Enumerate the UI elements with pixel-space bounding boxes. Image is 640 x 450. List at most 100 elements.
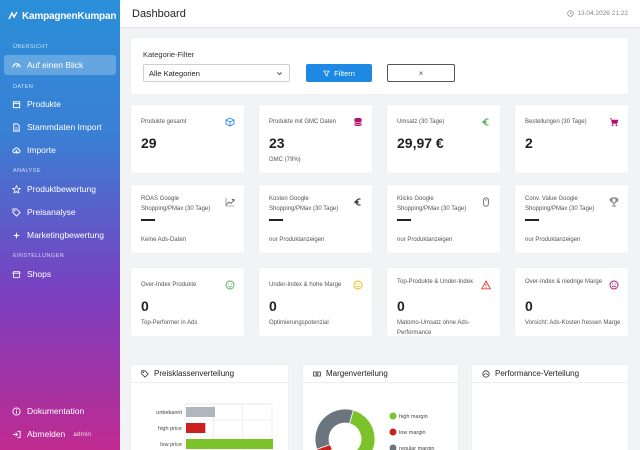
sidebar-item-produktbewertung[interactable]: Produktbewertung bbox=[4, 179, 116, 199]
kpi-icon-wrap bbox=[353, 280, 363, 290]
kpi-icon-wrap bbox=[481, 197, 491, 207]
tick-label: high price bbox=[158, 426, 182, 432]
clock-icon bbox=[567, 10, 575, 17]
kpi-empty-dash bbox=[269, 219, 283, 221]
kpi-subtext: Matomo-Umsatz ohne Ads-Performance bbox=[397, 320, 470, 337]
bar-low-price bbox=[186, 439, 273, 449]
kpi-value: 29 bbox=[141, 135, 157, 151]
brand[interactable]: KampagnenKumpan bbox=[0, 0, 120, 32]
sidebar-item-auf-einen-blick[interactable]: Auf einen Blick bbox=[4, 55, 116, 75]
kpi-value: 0 bbox=[525, 298, 533, 314]
sidebar-item-stammdaten-import[interactable]: Stammdaten Import bbox=[4, 117, 116, 137]
slice-high-margin bbox=[330, 409, 376, 450]
panel-title: Performance-Verteilung bbox=[495, 369, 580, 378]
sidebar: KampagnenKumpan ÜBERSICHT Auf einen Blic… bbox=[0, 0, 120, 450]
margin-chart: high margin low margin regular margin bbox=[314, 408, 434, 450]
kpi-label: Over-Index & niedrige Marge bbox=[525, 279, 603, 285]
euro-icon bbox=[482, 118, 489, 126]
top-header: Dashboard 13.04.2026 21:22 bbox=[120, 0, 640, 28]
star-icon bbox=[12, 184, 21, 194]
kpi-label: Produkte gesamt bbox=[141, 119, 187, 125]
chevron-down-icon bbox=[277, 72, 282, 76]
funnel-icon bbox=[323, 70, 331, 77]
sparkle-icon bbox=[12, 231, 21, 239]
sidebar-item-produkte[interactable]: Produkte bbox=[4, 94, 116, 114]
panel-title: Preisklassenverteilung bbox=[154, 369, 235, 378]
kpi-card-top-under-index: Top-Produkte & Under-Index 0 Matomo-Umsatz… bbox=[387, 268, 500, 336]
meh-icon bbox=[353, 280, 363, 290]
logout-icon bbox=[12, 430, 21, 438]
legend-swatch bbox=[389, 412, 397, 420]
kpi-label: Top-Produkte & Under-Index bbox=[397, 279, 474, 285]
smile-icon bbox=[225, 280, 235, 290]
kpi-label: Over-Index Produkte bbox=[141, 282, 197, 288]
panel-preisklassen: Preisklassenverteilung unbekannt high pri… bbox=[131, 365, 288, 450]
kpi-empty-dash bbox=[525, 219, 539, 221]
kpi-card-under-index-marge: Under-Index & hohe Marge 0 Optimierungspot… bbox=[259, 268, 372, 336]
kpi-label: ROAS Google Shopping/PMax (30 Tage) bbox=[141, 196, 211, 212]
frown-icon bbox=[609, 280, 619, 290]
kpi-icon-wrap bbox=[609, 280, 619, 290]
kpi-card-umsatz: Umsatz (30 Tage) 29,97 € bbox=[387, 105, 500, 173]
kpi-subtext: Vorsicht: Ads-Kosten fressen Marge bbox=[525, 320, 621, 326]
kpi-card-bestellungen: Bestellungen (30 Tage) 2 bbox=[515, 105, 628, 173]
kpi-value: 23 bbox=[269, 135, 285, 151]
filter-button[interactable]: Filtern bbox=[306, 64, 372, 82]
filter-card: Kategorie-Filter Alle Kategorien Filtern… bbox=[131, 38, 628, 94]
kpi-value: 0 bbox=[397, 298, 405, 314]
kpi-label: Produkte mit GMC Daten bbox=[269, 119, 337, 125]
box-icon bbox=[12, 100, 21, 108]
panel-title: Margenverteilung bbox=[326, 369, 388, 378]
section-uebersicht: ÜBERSICHT bbox=[13, 44, 49, 50]
sidebar-item-preisanalyse[interactable]: Preisanalyse bbox=[4, 202, 116, 222]
category-select[interactable]: Alle Kategorien bbox=[143, 64, 290, 82]
euro-icon bbox=[354, 198, 361, 206]
section-analyse: ANALYSE bbox=[13, 168, 41, 174]
sidebar-item-importe[interactable]: Importe bbox=[4, 140, 116, 160]
trend-icon bbox=[225, 198, 235, 207]
kpi-label: Kosten Google Shopping/PMax (30 Tage) bbox=[269, 196, 339, 212]
legend-swatch bbox=[389, 444, 397, 450]
database-icon bbox=[354, 117, 362, 127]
tick-label: unbekannt bbox=[156, 410, 182, 416]
kpi-card-produkte-gesamt: Produkte gesamt 29 bbox=[131, 105, 244, 173]
sidebar-item-abmelden[interactable]: Abmelden admin bbox=[4, 424, 116, 444]
store-icon bbox=[12, 270, 21, 278]
sidebar-item-shops[interactable]: Shops bbox=[4, 264, 116, 284]
sidebar-item-label: Abmelden bbox=[27, 429, 66, 439]
dashboard-icon bbox=[12, 62, 21, 68]
warning-icon bbox=[481, 280, 491, 290]
kpi-value: 0 bbox=[141, 298, 149, 314]
sidebar-item-dokumentation[interactable]: Dokumentation bbox=[4, 401, 116, 421]
kpi-label: Under-Index & hohe Marge bbox=[269, 282, 342, 288]
sidebar-item-label: Importe bbox=[27, 145, 56, 155]
sidebar-item-marketingbewertung[interactable]: Marketingbewertung bbox=[4, 225, 116, 245]
kpi-icon-wrap bbox=[609, 117, 619, 127]
sidebar-item-label: Shops bbox=[27, 269, 52, 279]
kpi-icon-wrap bbox=[353, 197, 363, 207]
section-daten: DATEN bbox=[13, 84, 34, 90]
sidebar-item-label: Produktbewertung bbox=[27, 184, 96, 194]
kpi-card-klicks: Klicks Google Shopping/PMax (30 Tage) nur… bbox=[387, 185, 500, 253]
bar-high-price bbox=[186, 423, 206, 433]
section-einstellungen: EINSTELLUNGEN bbox=[13, 253, 65, 259]
tag-icon bbox=[12, 207, 21, 217]
slice-regular-margin bbox=[314, 408, 354, 450]
panel-header: Preisklassenverteilung bbox=[131, 365, 288, 383]
kpi-card-conv-value: Conv. Value Google Shopping/PMax (30 Tag… bbox=[515, 185, 628, 253]
cart-icon bbox=[609, 118, 619, 127]
kpi-value: 29,97 € bbox=[397, 135, 444, 151]
bar-unbekannt bbox=[186, 407, 215, 417]
kpi-label: Bestellungen (30 Tage) bbox=[525, 119, 587, 125]
kpi-icon-wrap bbox=[481, 280, 491, 290]
tags-icon bbox=[141, 369, 149, 378]
kpi-subtext: GMC (79%) bbox=[269, 157, 301, 163]
sidebar-item-label: Dokumentation bbox=[27, 406, 85, 416]
sidebar-item-label: Auf einen Blick bbox=[27, 60, 84, 70]
clear-filter-button[interactable]: × bbox=[387, 64, 455, 82]
kpi-icon-wrap bbox=[225, 280, 235, 290]
file-icon bbox=[13, 122, 20, 132]
brand-name: KampagnenKumpan bbox=[22, 10, 117, 22]
kpi-label: Umsatz (30 Tage) bbox=[397, 119, 445, 125]
kpi-value: 0 bbox=[269, 298, 277, 314]
